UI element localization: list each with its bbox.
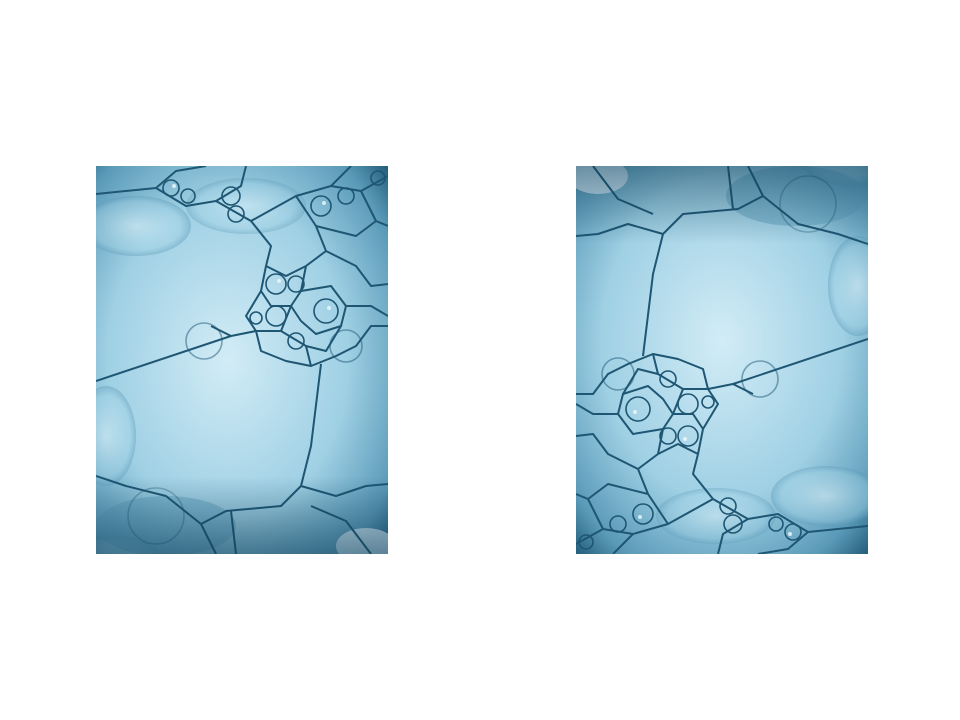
bubble-foam-photo-left	[96, 166, 388, 554]
bubble-foam-photo-right	[576, 166, 868, 554]
bubble-foam-image-right	[576, 166, 868, 554]
bubble-foam-image-left	[96, 166, 388, 554]
